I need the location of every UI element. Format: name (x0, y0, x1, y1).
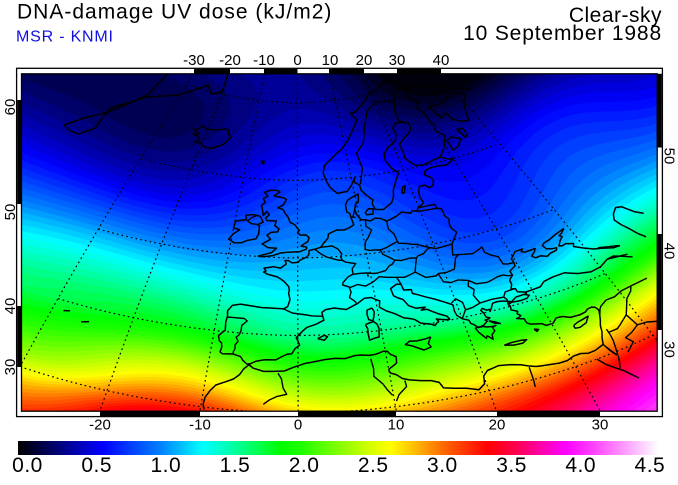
svg-text:-20: -20 (89, 417, 111, 434)
svg-text:30: 30 (661, 341, 678, 358)
svg-text:2.0: 2.0 (289, 454, 320, 477)
svg-text:20: 20 (489, 417, 506, 434)
svg-text:10 September 1988: 10 September 1988 (463, 22, 662, 45)
svg-text:-10: -10 (189, 417, 211, 434)
svg-text:50: 50 (661, 148, 678, 165)
svg-text:3.0: 3.0 (427, 454, 458, 477)
svg-text:0: 0 (293, 52, 301, 69)
svg-text:4.5: 4.5 (635, 454, 666, 477)
svg-text:40: 40 (433, 52, 450, 69)
svg-text:-10: -10 (253, 52, 275, 69)
svg-text:30: 30 (592, 417, 609, 434)
svg-text:MSR - KNMI: MSR - KNMI (16, 29, 114, 46)
svg-text:50: 50 (2, 204, 19, 221)
svg-text:0.5: 0.5 (81, 454, 112, 477)
svg-text:-30: -30 (183, 52, 205, 69)
svg-text:3.5: 3.5 (496, 454, 527, 477)
svg-text:10: 10 (388, 417, 405, 434)
svg-text:1.0: 1.0 (150, 454, 181, 477)
svg-text:60: 60 (2, 99, 19, 116)
svg-text:30: 30 (389, 52, 406, 69)
svg-text:30: 30 (2, 359, 19, 376)
svg-text:2.5: 2.5 (358, 454, 389, 477)
svg-text:0.0: 0.0 (12, 454, 43, 477)
svg-text:0: 0 (294, 417, 302, 434)
svg-text:Clear-sky: Clear-sky (569, 4, 662, 27)
svg-text:40: 40 (2, 298, 19, 315)
svg-text:DNA-damage UV dose (kJ/m2): DNA-damage UV dose (kJ/m2) (17, 1, 332, 24)
svg-text:1.5: 1.5 (220, 454, 251, 477)
svg-text:4.0: 4.0 (565, 454, 596, 477)
svg-text:-20: -20 (219, 52, 241, 69)
svg-text:10: 10 (322, 52, 339, 69)
svg-text:20: 20 (356, 52, 373, 69)
svg-text:40: 40 (661, 243, 678, 260)
